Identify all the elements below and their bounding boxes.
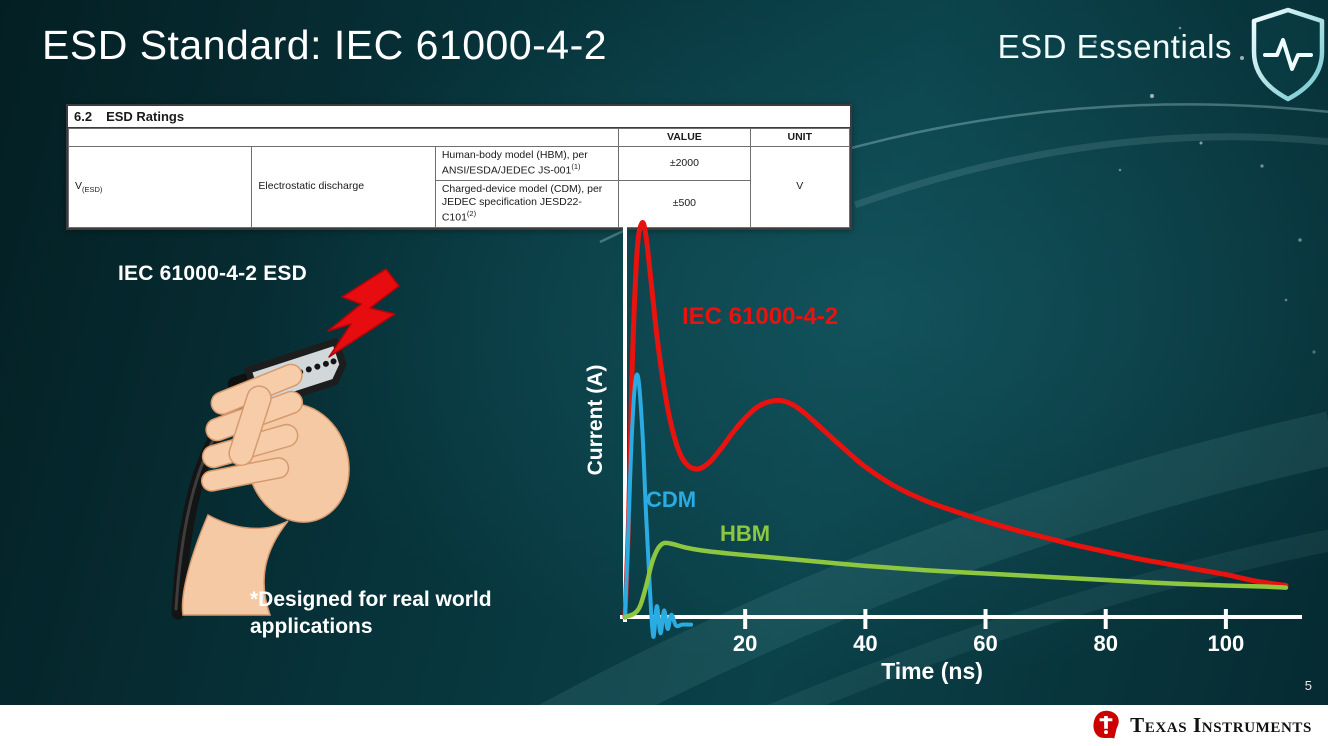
cdm-row-desc: Charged-device model (CDM), per JEDEC sp… (434, 179, 620, 228)
slide-title: ESD Standard: IEC 61000-4-2 (42, 22, 608, 68)
hand-connector-illustration (171, 268, 400, 620)
cdm-desc-text: Charged-device model (CDM), per JEDEC sp… (441, 182, 603, 224)
section-title: ESD Ratings (106, 109, 185, 124)
table-header-spacer (67, 127, 620, 148)
param-name-cell: Electrostatic discharge (251, 146, 436, 228)
ti-logo-icon (1093, 710, 1119, 739)
param-symbol-sub: (ESD) (82, 184, 103, 194)
section-number: 6.2 (74, 109, 93, 124)
esd-ratings-table: 6.2 ESD Ratings VALUE UNIT V(ESD) Electro… (66, 104, 852, 230)
hbm-footnote: (1) (571, 162, 581, 172)
ti-logo: Texas Instruments (1091, 710, 1312, 740)
page-number: 5 (1304, 678, 1312, 693)
illustration-caption: IEC 61000-4-2 ESD (118, 262, 307, 285)
param-symbol: V (75, 179, 83, 192)
cdm-value: ±500 (618, 179, 751, 228)
hand-graphic (181, 363, 350, 616)
lightning-bolt-icon (327, 268, 400, 358)
esd-shield-icon (1251, 7, 1325, 102)
hbm-row-desc: Human-body model (HBM), per ANSI/ESDA/JE… (434, 146, 620, 181)
unit-value: V (749, 146, 851, 228)
table-section-heading: 6.2 ESD Ratings (68, 106, 850, 128)
footer-bar: Texas Instruments (0, 705, 1328, 746)
hbm-value: ±2000 (618, 146, 751, 181)
value-header: VALUE (618, 127, 751, 148)
ti-wordmark: Texas Instruments (1130, 713, 1312, 737)
cdm-footnote: (2) (466, 209, 477, 219)
applications-note: *Designed for real world applications (250, 588, 492, 639)
series-title: ESD Essentials (997, 28, 1232, 65)
unit-header: UNIT (749, 127, 851, 148)
param-symbol-cell: V(ESD) (67, 146, 253, 228)
hbm-desc-text: Human-body model (HBM), per ANSI/ESDA/JE… (441, 149, 588, 177)
